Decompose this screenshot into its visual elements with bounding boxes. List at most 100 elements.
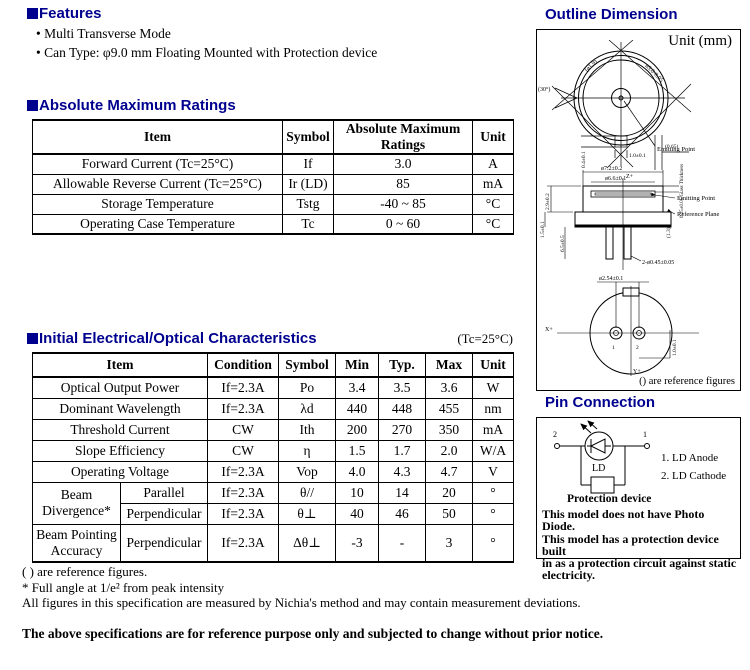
- char-header-max: Max: [425, 352, 473, 378]
- light-emission-arrow: [587, 420, 598, 430]
- char-cell-symbol: θ⊥: [278, 502, 336, 525]
- char-cell-typ: 46: [378, 502, 426, 525]
- char-cell-item: Slope Efficiency: [32, 439, 208, 462]
- char-cell-symbol: η: [278, 439, 336, 462]
- pin-legend-cathode: 2. LD Cathode: [661, 470, 727, 482]
- pin-connection-panel: 2 1 LD 1. LD Anode 2. LD Cathode Protect…: [536, 417, 741, 582]
- amr-cell-symbol: Ir (LD): [282, 173, 334, 195]
- outline-dimension-panel: Unit (mm): [536, 29, 741, 391]
- char-cell-typ: 1.7: [378, 439, 426, 462]
- light-emission-arrow: [580, 423, 592, 434]
- char-cell-typ: 4.3: [378, 460, 426, 483]
- char-cell-condition: If=2.3A: [207, 481, 279, 504]
- amr-cell-rating: -40 ~ 85: [333, 193, 473, 215]
- amr-cell-rating: 0 ~ 60: [333, 213, 473, 235]
- features-title-text: Features: [39, 5, 102, 22]
- dim-label: 1.0±0.1: [672, 339, 678, 356]
- char-cell-min: 1.5: [335, 439, 379, 462]
- table-row: Storage Temperature Tstg -40 ~ 85 °C: [32, 193, 514, 215]
- char-cell-max: 2.0: [425, 439, 473, 462]
- char-title-text: Initial Electrical/Optical Characteristi…: [39, 330, 317, 347]
- dim-label: ø6.6±0.1: [605, 176, 626, 182]
- ld-label: LD: [592, 463, 605, 474]
- pin-section-title: Pin Connection: [545, 394, 655, 411]
- amr-cell-symbol: Tc: [282, 213, 334, 235]
- char-cell-max: 350: [425, 418, 473, 441]
- char-cell-min: 10: [335, 481, 379, 504]
- char-header-unit: Unit: [472, 352, 514, 378]
- pin-number-label: 1: [612, 345, 615, 351]
- spec-notes: ( ) are reference figures. * Full angle …: [22, 564, 722, 611]
- note-line: * Full angle at 1/e² from peak intensity: [22, 579, 225, 595]
- axis-label: X+: [545, 327, 553, 333]
- table-row: Operating Case Temperature Tc 0 ~ 60 °C: [32, 213, 514, 235]
- emitting-point-label: Emitting Point: [657, 146, 695, 153]
- char-cell-typ: 270: [378, 418, 426, 441]
- amr-cell-rating: 3.0: [333, 153, 473, 175]
- char-cell-max: 3: [425, 523, 473, 563]
- char-cell-item: Beam Pointing Accuracy: [32, 523, 121, 563]
- features-list: • Multi Transverse Mode • Can Type: φ9.0…: [36, 25, 516, 62]
- feature-item: • Multi Transverse Mode: [36, 26, 171, 41]
- char-header-symbol: Symbol: [278, 352, 336, 378]
- char-cell-typ: 448: [378, 397, 426, 420]
- table-row: Forward Current (Tc=25°C) If 3.0 A: [32, 153, 514, 175]
- char-cell-max: 455: [425, 397, 473, 420]
- protection-device-symbol: [580, 446, 626, 494]
- char-cell-unit: V: [472, 460, 514, 483]
- char-cell-item: Dominant Wavelength: [32, 397, 208, 420]
- char-cell-typ: 14: [378, 481, 426, 504]
- amr-header-item: Item: [32, 119, 283, 155]
- note-line: ( ) are reference figures.: [22, 564, 148, 579]
- section-bullet-icon: [27, 333, 38, 344]
- amr-table: Item Symbol Absolute Maximum Ratings Uni…: [32, 119, 514, 235]
- char-temp-condition: (Tc=25°C): [457, 331, 513, 346]
- unit-label: Unit (mm): [668, 33, 732, 49]
- table-row: Dominant Wavelength If=2.3A λd 440 448 4…: [32, 397, 514, 420]
- protection-device-label: Protection device: [567, 493, 652, 505]
- table-row: Optical Output Power If=2.3A Po 3.4 3.5 …: [32, 376, 514, 399]
- dim-label: (0.65): [665, 143, 678, 150]
- char-cell-condition: If=2.3A: [207, 376, 279, 399]
- char-header-row: Item Condition Symbol Min Typ. Max Unit: [32, 352, 514, 378]
- note-line: All figures in this specification are me…: [22, 595, 581, 610]
- amr-cell-item: Forward Current (Tc=25°C): [32, 153, 283, 175]
- dim-label: (30°): [538, 86, 550, 93]
- char-section-title: Initial Electrical/Optical Characteristi…: [27, 330, 317, 347]
- table-row: Threshold Current CW Ith 200 270 350 mA: [32, 418, 514, 441]
- char-cell-unit: nm: [472, 397, 514, 420]
- char-cell-condition: If=2.3A: [207, 523, 279, 563]
- table-row: Allowable Reverse Current (Tc=25°C) Ir (…: [32, 173, 514, 195]
- amr-cell-unit: A: [472, 153, 514, 175]
- char-cell-symbol: λd: [278, 397, 336, 420]
- dim-label: ø7.2±0.2: [601, 166, 622, 172]
- char-cell-unit: °: [472, 523, 514, 563]
- char-cell-max: 3.6: [425, 376, 473, 399]
- dim-label: ø2.54±0.1: [599, 276, 623, 282]
- disclaimer-text: The above specifications are for referen…: [22, 626, 604, 641]
- amr-section-title: Absolute Maximum Ratings: [27, 97, 236, 114]
- char-cell-item: Threshold Current: [32, 418, 208, 441]
- char-cell-symbol: Ith: [278, 418, 336, 441]
- amr-header-row: Item Symbol Absolute Maximum Ratings Uni…: [32, 119, 514, 155]
- outline-title-text: Outline Dimension: [545, 6, 678, 23]
- char-cell-min: 4.0: [335, 460, 379, 483]
- char-cell-min: 440: [335, 397, 379, 420]
- dim-label: (1.3): [665, 227, 672, 238]
- char-cell-min: 200: [335, 418, 379, 441]
- char-cell-symbol: Δθ⊥: [278, 523, 336, 563]
- ld-symbol-circle: [584, 431, 614, 461]
- char-cell-unit: °: [472, 481, 514, 504]
- char-cell-symbol: θ//: [278, 481, 336, 504]
- amr-cell-unit: mA: [472, 173, 514, 195]
- amr-cell-symbol: Tstg: [282, 193, 334, 215]
- char-cell-unit: W: [472, 376, 514, 399]
- char-cell-max: 4.7: [425, 460, 473, 483]
- section-bullet-icon: [27, 100, 38, 111]
- section-bullet-icon: [27, 8, 38, 19]
- pin-number-label: 2: [636, 345, 639, 351]
- char-cell-typ: 3.5: [378, 376, 426, 399]
- char-cell-max: 20: [425, 481, 473, 504]
- char-cell-min: 3.4: [335, 376, 379, 399]
